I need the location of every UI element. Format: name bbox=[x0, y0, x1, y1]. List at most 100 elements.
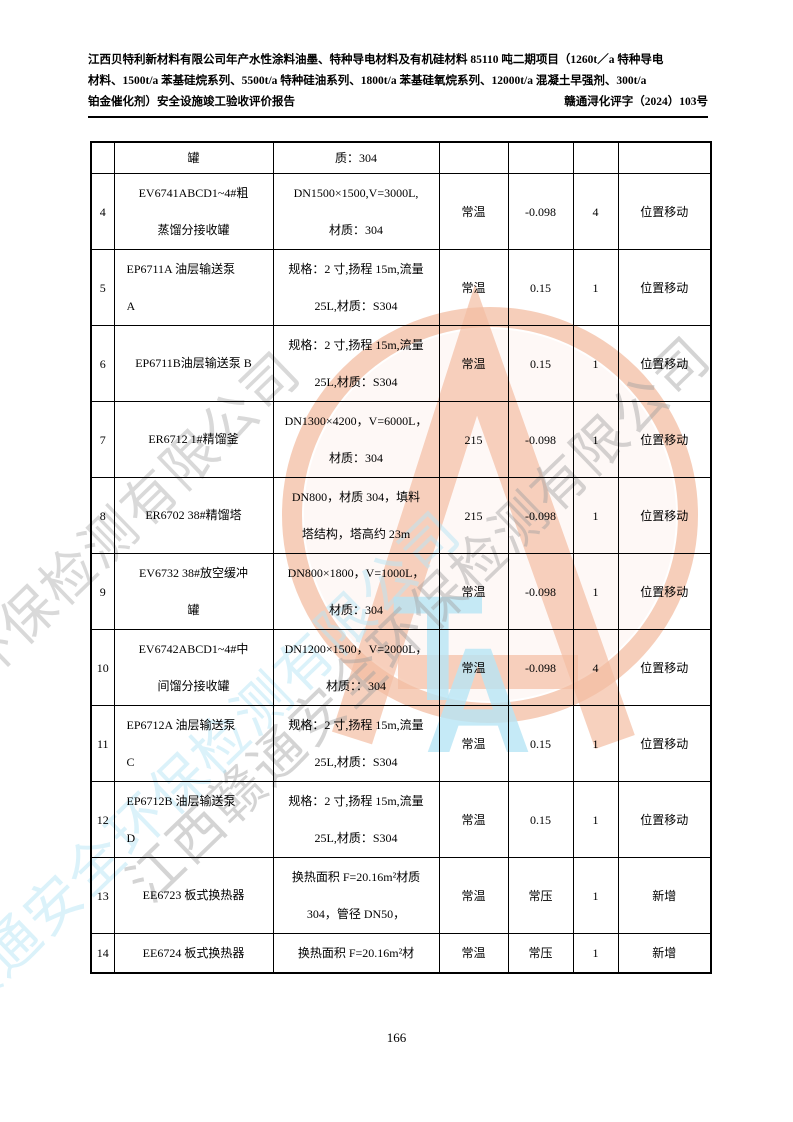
cell-pressure: 0.15 bbox=[507, 781, 574, 858]
cell-temp: 常温 bbox=[438, 933, 509, 974]
cell-name: EV6741ABCD1~4#粗 蒸馏分接收罐 bbox=[113, 173, 274, 250]
cell-no: 5 bbox=[90, 249, 115, 326]
cell-name: EE6723 板式换热器 bbox=[113, 857, 274, 934]
cell-name: EV6732 38#放空缓冲罐 bbox=[113, 553, 274, 630]
cell-qty: 1 bbox=[572, 857, 619, 934]
document-number: 赣通浔化评字（2024）103号 bbox=[564, 96, 708, 108]
cell-spec: 规格：2 寸,扬程 15m,流量 25L,材质：S304 bbox=[272, 781, 440, 858]
cell-name: ER6712 1#精馏釜 bbox=[113, 401, 274, 478]
table-row: 7 ER6712 1#精馏釜 DN1300×4200，V=6000L， 材质：30… bbox=[90, 401, 712, 478]
header-line-3: 铂金催化剂）安全设施竣工验收评价报告 bbox=[88, 96, 295, 108]
cell-pressure: -0.098 bbox=[507, 477, 574, 554]
cell-pressure: 常压 bbox=[507, 933, 574, 974]
document-header: 江西贝特利新材料有限公司年产水性涂料油墨、特种导电材料及有机硅材料 85110 … bbox=[88, 50, 708, 118]
cell-name: 罐 bbox=[113, 141, 274, 174]
cell-spec: 换热面积 F=20.16m²材 bbox=[272, 933, 440, 974]
table-row: 9 EV6732 38#放空缓冲罐 DN800×1800，V=1000L， 材质：… bbox=[90, 553, 712, 630]
cell-temp: 215 bbox=[438, 477, 509, 554]
cell-spec: 规格：2 寸,扬程 15m,流量 25L,材质：S304 bbox=[272, 705, 440, 782]
cell-no: 6 bbox=[90, 325, 115, 402]
table-row: 11 EP6712A 油层输送泵 C 规格：2 寸,扬程 15m,流量 25L,材质… bbox=[90, 705, 712, 782]
cell-pressure: -0.098 bbox=[507, 173, 574, 250]
table-row: 4 EV6741ABCD1~4#粗 蒸馏分接收罐 DN1500×1500,V=30… bbox=[90, 173, 712, 250]
cell-name: EP6711A 油层输送泵 A bbox=[113, 249, 274, 326]
cell-no: 11 bbox=[90, 705, 115, 782]
cell-no: 7 bbox=[90, 401, 115, 478]
cell-no: 4 bbox=[90, 173, 115, 250]
cell-qty: 1 bbox=[572, 553, 619, 630]
cell-pressure bbox=[507, 141, 574, 174]
cell-spec: DN800×1800，V=1000L， 材质：304 bbox=[272, 553, 440, 630]
cell-name: EP6712B 油层输送泵 D bbox=[113, 781, 274, 858]
cell-qty: 4 bbox=[572, 629, 619, 706]
equipment-table-body: 罐 质：304 4 EV6741ABCD1~4#粗 蒸馏分接收罐 DN1500×1… bbox=[90, 141, 712, 974]
cell-temp: 常温 bbox=[438, 173, 509, 250]
page-number: 166 bbox=[386, 1030, 407, 1045]
cell-change bbox=[617, 141, 712, 174]
cell-spec: 规格：2 寸,扬程 15m,流量 25L,材质：S304 bbox=[272, 249, 440, 326]
cell-change: 位置移动 bbox=[617, 401, 712, 478]
cell-name: EE6724 板式换热器 bbox=[113, 933, 274, 974]
cell-qty: 4 bbox=[572, 173, 619, 250]
cell-qty bbox=[572, 141, 619, 174]
table-row: 6 EP6711B油层输送泵 B 规格：2 寸,扬程 15m,流量 25L,材质：… bbox=[90, 325, 712, 402]
cell-change: 位置移动 bbox=[617, 325, 712, 402]
cell-no: 14 bbox=[90, 933, 115, 974]
cell-pressure: -0.098 bbox=[507, 401, 574, 478]
cell-qty: 1 bbox=[572, 249, 619, 326]
cell-change: 位置移动 bbox=[617, 477, 712, 554]
cell-qty: 1 bbox=[572, 933, 619, 974]
cell-change: 位置移动 bbox=[617, 249, 712, 326]
cell-name: ER6702 38#精馏塔 bbox=[113, 477, 274, 554]
cell-no: 13 bbox=[90, 857, 115, 934]
cell-qty: 1 bbox=[572, 477, 619, 554]
cell-temp: 常温 bbox=[438, 857, 509, 934]
cell-pressure: 0.15 bbox=[507, 705, 574, 782]
cell-temp: 常温 bbox=[438, 249, 509, 326]
cell-pressure: -0.098 bbox=[507, 553, 574, 630]
table-row: 10 EV6742ABCD1~4#中 间馏分接收罐 DN1200×1500，V=2… bbox=[90, 629, 712, 706]
cell-temp bbox=[438, 141, 509, 174]
cell-change: 位置移动 bbox=[617, 705, 712, 782]
cell-temp: 常温 bbox=[438, 705, 509, 782]
cell-name: EP6711B油层输送泵 B bbox=[113, 325, 274, 402]
cell-no: 9 bbox=[90, 553, 115, 630]
cell-spec: DN1500×1500,V=3000L, 材质：304 bbox=[272, 173, 440, 250]
cell-change: 位置移动 bbox=[617, 553, 712, 630]
cell-no: 10 bbox=[90, 629, 115, 706]
cell-temp: 常温 bbox=[438, 781, 509, 858]
cell-change: 新增 bbox=[617, 857, 712, 934]
cell-pressure: 0.15 bbox=[507, 325, 574, 402]
cell-change: 位置移动 bbox=[617, 173, 712, 250]
cell-qty: 1 bbox=[572, 401, 619, 478]
cell-name: EP6712A 油层输送泵 C bbox=[113, 705, 274, 782]
cell-change: 位置移动 bbox=[617, 781, 712, 858]
table-row: 14 EE6724 板式换热器 换热面积 F=20.16m²材 常温 常压 1 … bbox=[90, 933, 712, 974]
cell-temp: 常温 bbox=[438, 553, 509, 630]
cell-pressure: 0.15 bbox=[507, 249, 574, 326]
cell-no bbox=[90, 141, 115, 174]
cell-name: EV6742ABCD1~4#中 间馏分接收罐 bbox=[113, 629, 274, 706]
table-row: 8 ER6702 38#精馏塔 DN800，材质 304，填料 塔结构，塔高约 2… bbox=[90, 477, 712, 554]
cell-qty: 1 bbox=[572, 325, 619, 402]
cell-qty: 1 bbox=[572, 705, 619, 782]
cell-spec: DN800，材质 304，填料 塔结构，塔高约 23m bbox=[272, 477, 440, 554]
cell-change: 位置移动 bbox=[617, 629, 712, 706]
table-row: 13 EE6723 板式换热器 换热面积 F=20.16m²材质 304，管径 D… bbox=[90, 857, 712, 934]
cell-no: 12 bbox=[90, 781, 115, 858]
header-line-1: 江西贝特利新材料有限公司年产水性涂料油墨、特种导电材料及有机硅材料 85110 … bbox=[88, 54, 664, 66]
cell-spec: DN1300×4200，V=6000L， 材质：304 bbox=[272, 401, 440, 478]
cell-spec: 换热面积 F=20.16m²材质 304，管径 DN50， bbox=[272, 857, 440, 934]
cell-no: 8 bbox=[90, 477, 115, 554]
cell-temp: 常温 bbox=[438, 629, 509, 706]
cell-spec: DN1200×1500，V=2000L， 材质：：304 bbox=[272, 629, 440, 706]
cell-temp: 常温 bbox=[438, 325, 509, 402]
table-row: 5 EP6711A 油层输送泵 A 规格：2 寸,扬程 15m,流量 25L,材质：… bbox=[90, 249, 712, 326]
cell-pressure: -0.098 bbox=[507, 629, 574, 706]
equipment-table: 罐 质：304 4 EV6741ABCD1~4#粗 蒸馏分接收罐 DN1500×1… bbox=[90, 141, 712, 974]
cell-spec: 质：304 bbox=[272, 141, 440, 174]
cell-spec: 规格：2 寸,扬程 15m,流量 25L,材质：S304 bbox=[272, 325, 440, 402]
cell-qty: 1 bbox=[572, 781, 619, 858]
cell-pressure: 常压 bbox=[507, 857, 574, 934]
header-line-2: 材料、1500t/a 苯基硅烷系列、5500t/a 特种硅油系列、1800t/a… bbox=[88, 75, 647, 87]
